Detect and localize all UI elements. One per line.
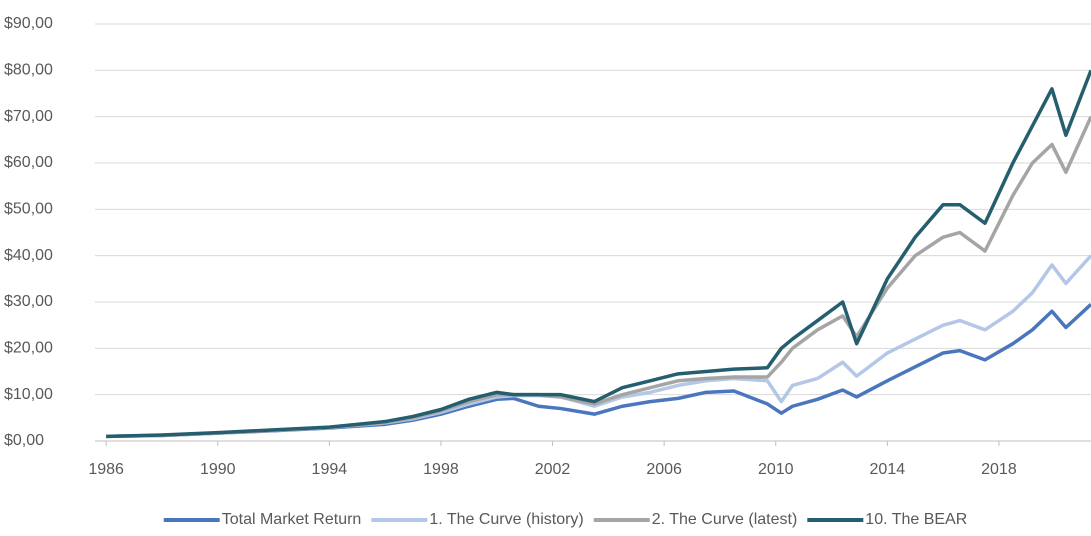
y-tick-label: $20,00 (4, 340, 53, 357)
x-tick-label: 1994 (312, 461, 348, 478)
y-tick-label: $90,00 (4, 15, 53, 32)
x-tick-label: 1986 (88, 461, 124, 478)
y-tick-label: $30,00 (4, 293, 53, 310)
y-tick-label: $60,00 (4, 154, 53, 171)
x-tick-label: 2006 (646, 461, 682, 478)
series-line (106, 115, 1091, 439)
legend: Total Market Return 1. The Curve (history… (163, 511, 967, 528)
x-tick-label: 2010 (758, 461, 794, 478)
y-tick-label: $70,00 (4, 108, 53, 125)
y-tick-label: $10,00 (4, 386, 53, 403)
series-line (106, 254, 1091, 439)
y-tick-label: $80,00 (4, 62, 53, 79)
y-tick-label: $40,00 (4, 247, 53, 264)
y-tick-label: $50,00 (4, 201, 53, 218)
legend-label: Total Market Return (222, 511, 362, 528)
x-tick-label: 2002 (535, 461, 571, 478)
legend-label: 10. The BEAR (865, 511, 967, 528)
x-tick-label: 2018 (981, 461, 1017, 478)
y-tick-label: $0,00 (4, 432, 44, 449)
legend-label: 2. The Curve (latest) (652, 511, 798, 528)
x-tick-label: 2014 (870, 461, 906, 478)
series-line (106, 69, 1091, 439)
legend-label: 1. The Curve (history) (429, 511, 583, 528)
x-tick-label: 1990 (200, 461, 236, 478)
x-tick-label: 1998 (423, 461, 459, 478)
